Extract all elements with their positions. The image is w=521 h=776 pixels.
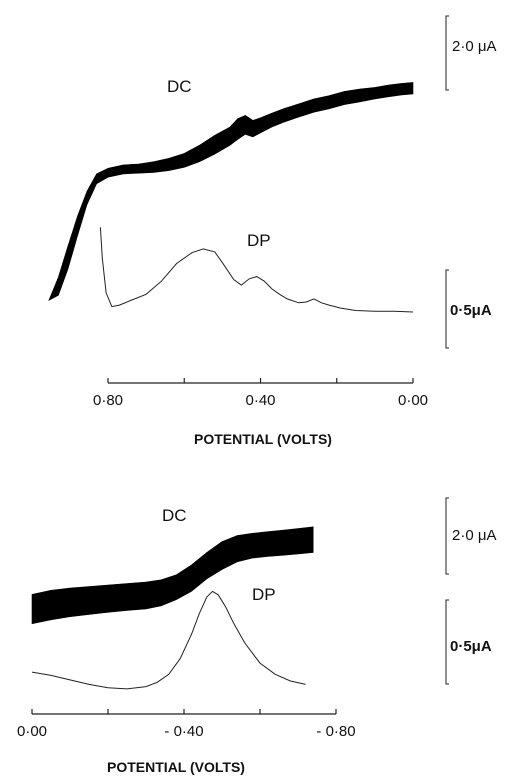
bottom-dp-scale-label: 0·5μA xyxy=(450,638,492,655)
bottom-x-axis-title: POTENTIAL (VOLTS) xyxy=(107,759,245,775)
top-dp-curve-label: DP xyxy=(247,231,271,250)
bottom-dp-curve xyxy=(31,590,306,690)
top-polarogram: DC DP 0·80 0·40 0·00 POTENTIAL (VOLTS) 2·0… xyxy=(48,15,497,447)
bottom-dc-scale-label: 2·0 μA xyxy=(452,527,497,544)
top-dc-curve-label: DC xyxy=(167,77,192,96)
bottom-polarogram: DC DP 0·00 - 0·40 - 0·80 POTENTIAL (VOLTS)… xyxy=(17,497,497,775)
top-dc-scale-label: 2·0 μA xyxy=(452,38,497,55)
bottom-dp-curve-label: DP xyxy=(252,585,276,604)
top-dp-scale-bar xyxy=(445,269,449,349)
bottom-dc-curve-label: DC xyxy=(162,506,187,525)
top-dc-scale-bar xyxy=(445,15,449,91)
top-dp-scale-label: 0·5μA xyxy=(450,302,492,319)
top-x-tick-label: 0·80 xyxy=(93,392,123,409)
bottom-x-tick-label: - 0·40 xyxy=(164,723,203,740)
top-x-axis: 0·80 0·40 0·00 xyxy=(93,378,428,409)
top-x-axis-title: POTENTIAL (VOLTS) xyxy=(194,431,332,447)
bottom-x-axis: 0·00 - 0·40 - 0·80 xyxy=(17,709,356,740)
top-x-tick-label: 0·40 xyxy=(245,392,275,409)
top-dc-curve xyxy=(48,82,414,301)
bottom-dp-scale-bar xyxy=(445,599,449,685)
bottom-dc-curve xyxy=(31,526,314,625)
bottom-x-tick-label: - 0·80 xyxy=(316,723,355,740)
bottom-x-tick-label: 0·00 xyxy=(17,723,47,740)
top-dp-curve xyxy=(99,227,414,313)
bottom-dc-scale-bar xyxy=(445,497,449,575)
top-x-tick-label: 0·00 xyxy=(398,392,428,409)
